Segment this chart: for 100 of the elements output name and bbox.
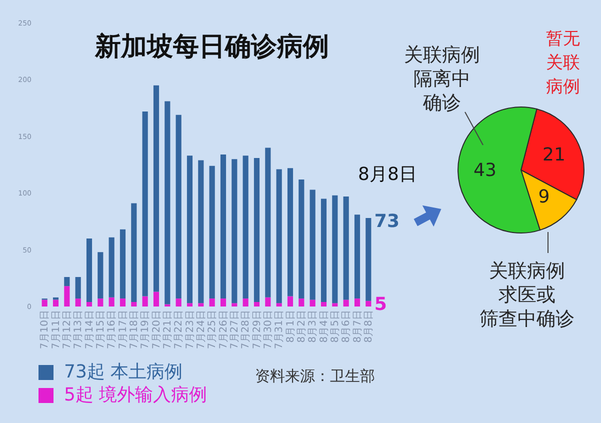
bar: [108, 237, 114, 298]
bar: [265, 297, 271, 306]
data-label: 73: [374, 211, 400, 232]
bar: [108, 297, 114, 306]
bar: [120, 298, 126, 306]
x-tick-label: 7月25日: [207, 310, 218, 350]
bar: [52, 300, 59, 306]
bar: [332, 303, 338, 306]
slice-label: 关联病例求医或筛查中确诊: [480, 260, 574, 330]
x-tick-label: 7月21日: [162, 310, 174, 350]
x-tick-label: 7月27日: [229, 310, 240, 350]
x-tick-label: 7月30日: [262, 310, 274, 350]
x-tick-label: 7月31日: [274, 310, 286, 350]
bar: [320, 302, 327, 306]
bar: [254, 302, 260, 306]
x-tick-label: 8月2日: [296, 310, 308, 343]
legend-label: 73起 本土病例: [64, 362, 183, 382]
bar: [242, 156, 248, 299]
bar: [142, 111, 148, 296]
bar: [310, 300, 316, 306]
bar: [186, 156, 193, 304]
x-tick-label: 7月14日: [84, 310, 96, 350]
bar: [153, 85, 160, 292]
text: 资料来源：卫生部: [255, 367, 375, 385]
bar: [142, 296, 148, 306]
bar: [75, 277, 81, 299]
bar: [153, 292, 160, 306]
x-tick-label: 7月18日: [128, 310, 140, 350]
bar: [186, 303, 193, 306]
bar: [298, 179, 304, 299]
slice-label: 关联病例隔离中确诊: [404, 44, 480, 114]
x-tick-label: 7月12日: [62, 310, 73, 350]
x-tick-label: 8月4日: [318, 310, 330, 343]
bar: [86, 302, 92, 306]
bar: [332, 195, 338, 304]
x-tick-label: 7月19日: [140, 310, 152, 350]
bar: [366, 300, 372, 306]
x-tick-label: 7月13日: [73, 310, 84, 350]
bar: [198, 303, 204, 306]
bar: [98, 252, 104, 299]
bar: [64, 277, 70, 286]
bar: [265, 148, 271, 298]
data-label: 21: [542, 144, 566, 166]
x-tick-label: 7月24日: [196, 310, 207, 350]
bar: [164, 101, 170, 304]
bar: [75, 298, 81, 306]
bar: [198, 160, 204, 304]
bar: [343, 196, 349, 300]
bar: [131, 203, 137, 302]
x-tick-label: 7月17日: [118, 310, 129, 350]
x-tick-label: 7月28日: [240, 310, 252, 350]
x-tick-label: 7月22日: [174, 310, 185, 350]
bar: [242, 298, 248, 306]
chart-title: 新加坡每日确诊病例: [94, 32, 329, 62]
x-tick-label: 8月7日: [352, 310, 364, 343]
x-tick-label: 7月29日: [252, 310, 263, 350]
bar: [354, 298, 360, 306]
bar: [131, 302, 137, 306]
x-tick-label: 7月10日: [40, 310, 51, 350]
bar: [287, 296, 294, 306]
bar: [320, 198, 327, 302]
slice-label: 暂无关联病例: [546, 29, 580, 97]
x-tick-label: 8月1日: [285, 310, 296, 343]
x-tick-label: 7月26日: [218, 310, 230, 350]
bar: [298, 298, 304, 306]
bar: [276, 303, 282, 306]
x-tick-label: 7月23日: [184, 310, 196, 350]
bar: [276, 169, 282, 304]
data-label: 43: [474, 160, 496, 181]
x-tick-label: 7月16日: [106, 310, 118, 350]
bar: [42, 300, 48, 306]
bar: [176, 114, 182, 299]
bar: [254, 158, 260, 302]
x-tick-label: 8月6日: [341, 310, 352, 343]
bar: [343, 300, 349, 306]
bar: [220, 154, 226, 299]
legend-label: 5起 境外输入病例: [64, 384, 208, 406]
bar: [232, 303, 238, 306]
x-tick-label: 7月20日: [151, 310, 162, 350]
bar: [220, 298, 226, 306]
bar: [86, 238, 92, 302]
x-tick-label: 8月3日: [308, 310, 319, 343]
bar: [209, 298, 215, 306]
data-label: 9: [538, 186, 550, 208]
bar: [310, 190, 316, 300]
bar: [120, 229, 126, 299]
bar: [209, 166, 215, 299]
data-label: 5: [374, 294, 387, 315]
bar: [287, 168, 294, 296]
x-tick-label: 7月11日: [50, 310, 62, 350]
bar: [354, 214, 360, 299]
x-tick-label: 8月8日: [363, 310, 374, 343]
bar: [64, 286, 70, 306]
bar: [98, 298, 104, 306]
bar: [232, 159, 238, 304]
x-tick-label: 8月5日: [330, 310, 341, 343]
x-tick-label: 7月15日: [95, 310, 106, 350]
bar: [366, 218, 372, 301]
bar: [176, 298, 182, 306]
annotation: 8月8日: [358, 164, 417, 185]
